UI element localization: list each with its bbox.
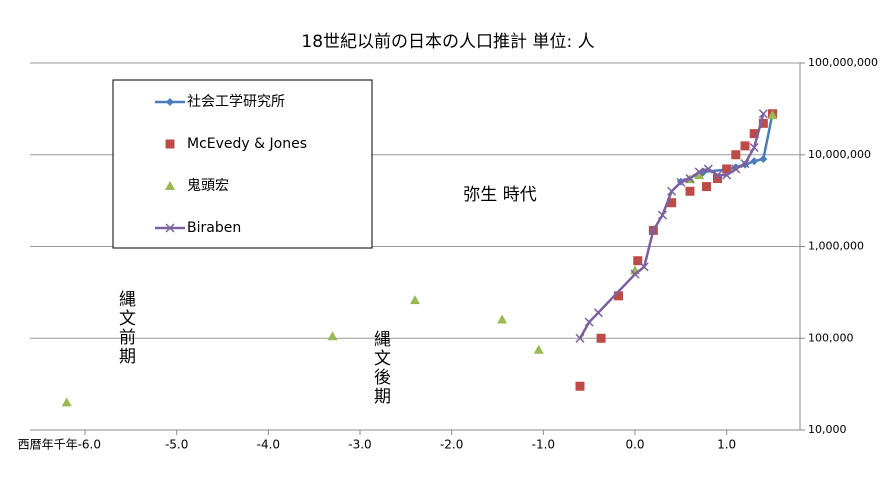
marker	[713, 174, 722, 184]
y-tick-label: 100,000	[808, 331, 854, 344]
marker	[712, 170, 723, 180]
legend-label: Biraben	[187, 220, 241, 236]
marker	[657, 210, 668, 220]
y-tick-label: 10,000,000	[808, 148, 871, 161]
marker	[667, 186, 677, 196]
marker	[676, 177, 686, 187]
marker	[648, 225, 658, 235]
x-tick-label: -3.0	[348, 438, 371, 452]
marker	[165, 181, 175, 190]
marker	[767, 110, 778, 120]
marker	[740, 141, 750, 151]
annotation: 縄文前期	[115, 290, 136, 366]
marker	[497, 314, 508, 324]
legend	[112, 79, 373, 249]
legend-label: McEvedy & Jones	[187, 136, 307, 152]
marker	[722, 164, 732, 174]
marker	[61, 397, 72, 407]
marker	[750, 157, 759, 166]
annotation: 弥生 時代	[463, 185, 536, 205]
marker	[731, 164, 741, 174]
marker	[575, 333, 585, 343]
marker	[685, 186, 695, 196]
marker	[667, 198, 677, 208]
marker	[533, 344, 544, 354]
marker	[702, 182, 711, 192]
marker	[410, 295, 420, 305]
legend-label: 鬼頭宏	[187, 178, 229, 194]
x-tick-label: -1.0	[532, 438, 555, 452]
marker	[758, 118, 768, 128]
marker	[731, 150, 741, 160]
marker	[596, 333, 606, 343]
marker	[685, 174, 695, 184]
marker	[584, 317, 594, 327]
x-tick-label: 1.0	[717, 438, 736, 452]
marker	[758, 109, 768, 119]
annotation: 縄文後期	[370, 330, 391, 406]
y-tick-label: 10,000	[808, 423, 847, 436]
marker	[639, 262, 649, 272]
marker	[165, 139, 175, 149]
marker	[703, 164, 713, 174]
x-tick-label: 西暦年千年-6.0	[18, 438, 101, 452]
marker	[694, 167, 704, 177]
marker	[165, 223, 175, 233]
x-tick-label: -5.0	[165, 438, 188, 452]
y-tick-label: 1,000,000	[808, 240, 864, 253]
marker	[749, 129, 759, 139]
marker	[759, 154, 768, 163]
x-tick-label: -2.0	[440, 438, 463, 452]
marker	[614, 291, 623, 301]
marker	[722, 170, 732, 180]
marker	[630, 269, 640, 279]
x-tick-label: -4.0	[257, 438, 280, 452]
x-tick-label: 0.0	[625, 438, 644, 452]
marker	[740, 159, 750, 169]
y-tick-label: 100,000,000	[808, 56, 878, 69]
chart-title: 18世紀以前の日本の人口推計 単位: 人	[301, 32, 594, 52]
marker	[694, 170, 705, 180]
legend-label: 社会工学研究所	[187, 94, 285, 110]
marker	[633, 256, 643, 266]
marker	[166, 98, 174, 106]
marker	[593, 308, 603, 318]
marker	[327, 331, 338, 341]
marker	[575, 381, 585, 391]
marker	[749, 142, 759, 153]
